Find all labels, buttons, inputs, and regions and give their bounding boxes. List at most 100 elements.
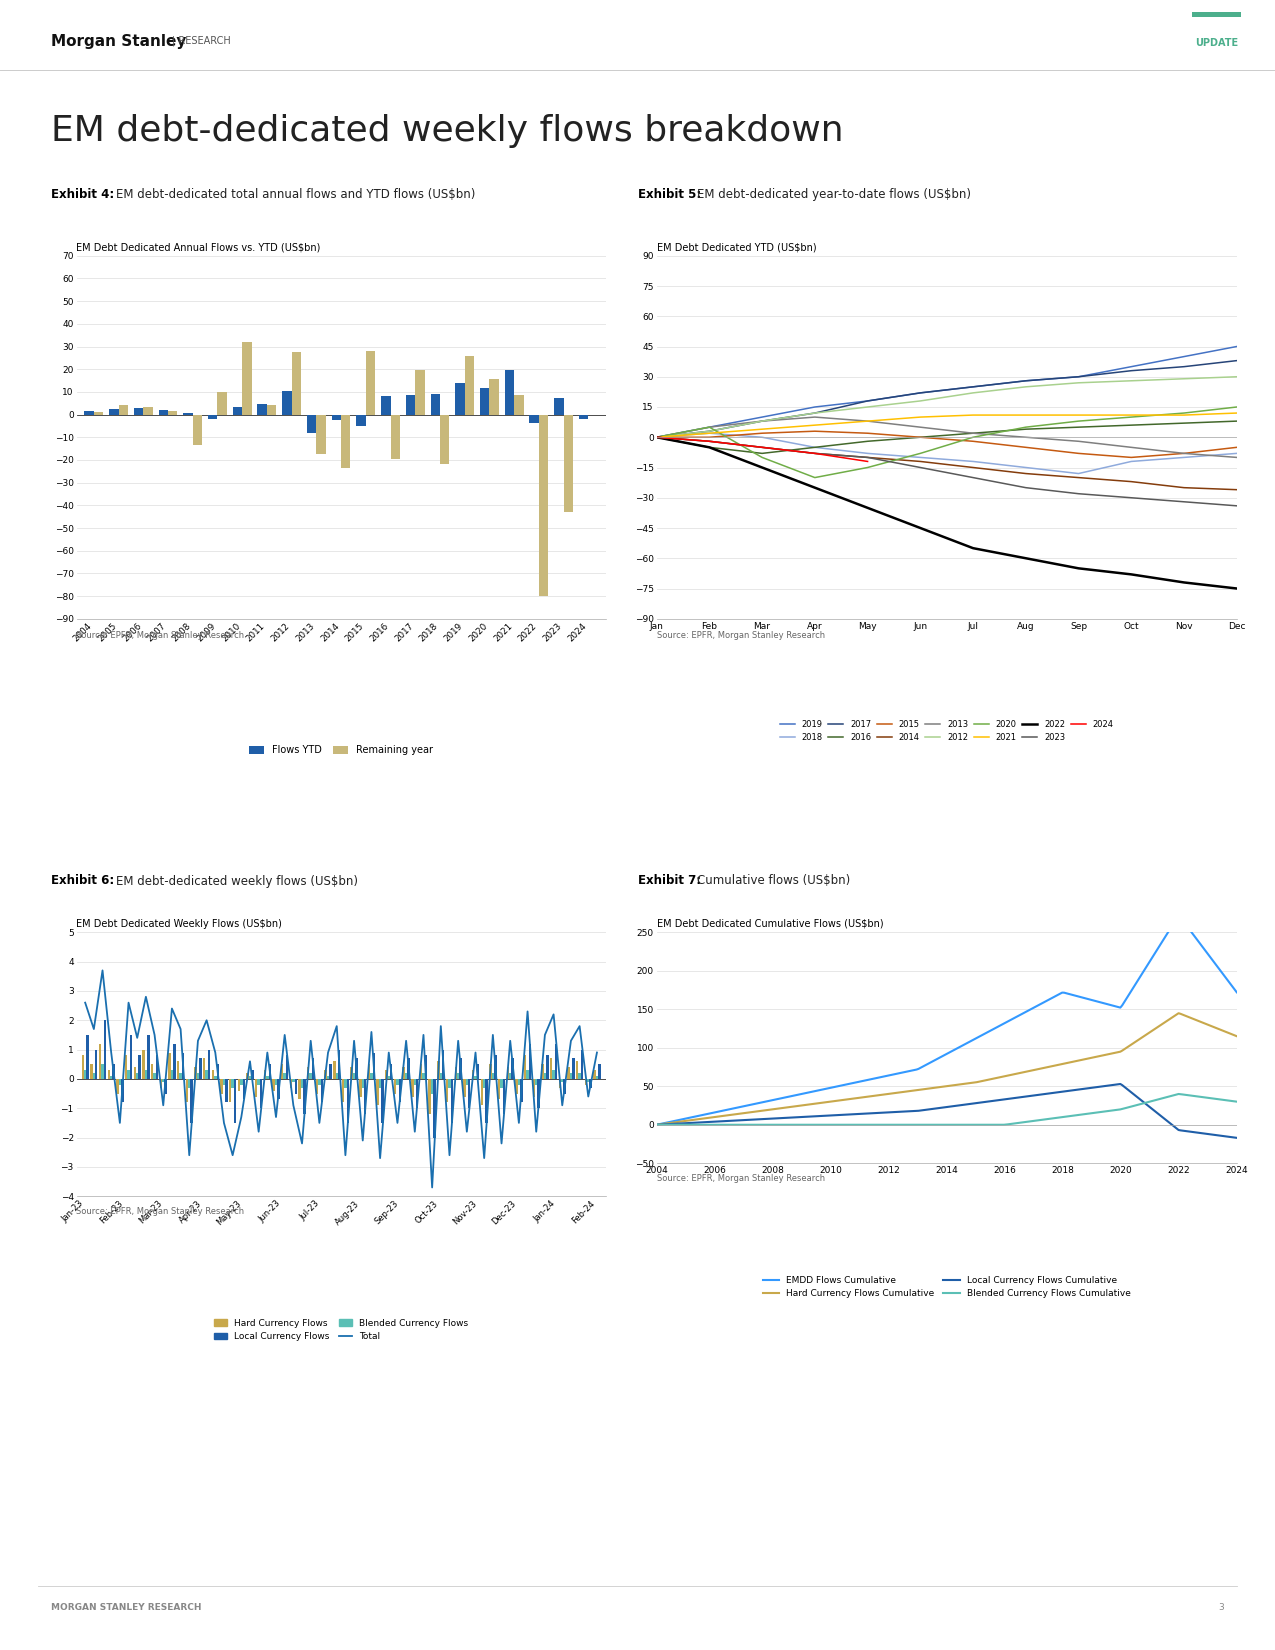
Bar [524,1056,527,1079]
Bar [413,1079,416,1084]
Legend: EMDD Flows Cumulative, Hard Currency Flows Cumulative, Local Currency Flows Cumu: EMDD Flows Cumulative, Hard Currency Flo… [759,1272,1135,1302]
Bar [119,406,128,414]
Bar [158,411,168,414]
Bar [505,370,514,414]
Bar [490,1064,492,1079]
Bar [425,1056,427,1079]
Bar [518,1079,520,1084]
Bar [159,1079,162,1087]
Bar [242,1079,245,1099]
Bar [153,1072,156,1079]
Bar [275,1079,277,1084]
Bar [342,1079,344,1102]
Bar [394,1079,397,1094]
Bar [218,393,227,414]
Bar [307,414,316,432]
Text: 3: 3 [1218,1604,1224,1612]
Bar [232,1079,233,1087]
Bar [312,1058,315,1079]
EMDD Flows Cumulative [652,1114,667,1134]
Bar [363,1079,366,1114]
Bar [399,1079,402,1102]
Bar [381,396,390,414]
Bar [376,1079,379,1106]
Bar [246,1072,249,1079]
Bar [110,1076,112,1079]
Hard Currency Flows Cumulative [992,1068,1007,1087]
Text: Exhibit 4:: Exhibit 4: [51,188,115,201]
Bar [440,1072,442,1079]
Bar [251,1071,254,1079]
Bar [490,380,499,414]
Bar [93,1072,96,1079]
Bar [353,1072,356,1079]
Bar [388,1076,390,1079]
Bar [342,414,351,469]
Bar [298,1079,301,1099]
Text: Source: EPFR, Morgan Stanley Research: Source: EPFR, Morgan Stanley Research [76,630,245,640]
Hard Currency Flows Cumulative [994,1068,1010,1087]
EMDD Flows Cumulative [1170,906,1186,926]
Bar [282,391,292,414]
Bar [542,1064,543,1079]
Bar [338,1049,340,1079]
Bar [511,1058,514,1079]
Bar [465,1079,468,1084]
Bar [208,414,218,419]
Blended Currency Flows Cumulative [1137,1092,1153,1112]
Bar [598,1064,601,1079]
Local Currency Flows Cumulative [652,1115,667,1135]
Bar [555,1044,557,1079]
Bar [419,1064,422,1079]
Bar [196,1072,199,1079]
Bar [121,1079,124,1102]
Bar [164,1079,167,1094]
Bar [139,1056,140,1079]
Bar [134,1068,136,1079]
Bar [99,1044,101,1079]
Bar [456,1072,459,1079]
Bar [472,1071,474,1079]
Text: Cumulative flows (US$bn): Cumulative flows (US$bn) [697,874,850,888]
Local Currency Flows Cumulative [994,1089,1010,1109]
Bar [506,1068,509,1079]
Blended Currency Flows Cumulative [1170,1084,1186,1104]
Bar [509,1072,511,1079]
Bar [237,1079,240,1091]
Bar [230,1079,232,1102]
Bar [529,1044,532,1079]
Bar [397,1079,399,1084]
Bar [168,1053,171,1079]
Bar [260,1079,263,1109]
Bar [440,414,449,465]
Bar [468,1079,470,1109]
Bar [381,1079,384,1124]
Bar [301,1079,303,1087]
Text: EM Debt Dedicated Annual Flows vs. YTD (US$bn): EM Debt Dedicated Annual Flows vs. YTD (… [76,243,321,252]
Bar [258,404,266,414]
Text: EM debt-dedicated weekly flows breakdown: EM debt-dedicated weekly flows breakdown [51,114,844,148]
Text: Source: EPFR, Morgan Stanley Research: Source: EPFR, Morgan Stanley Research [657,1173,825,1183]
Bar [233,1079,236,1124]
Bar [264,1071,266,1079]
Text: EM Debt Dedicated Weekly Flows (US$bn): EM Debt Dedicated Weekly Flows (US$bn) [76,919,282,929]
Bar [589,1079,592,1087]
Bar [454,1068,456,1079]
Bar [96,1049,97,1079]
Bar [156,1056,158,1079]
Text: EM debt-dedicated total annual flows and YTD flows (US$bn): EM debt-dedicated total annual flows and… [116,188,474,201]
Bar [223,1079,226,1084]
Bar [316,414,325,454]
Bar [411,1079,413,1097]
Bar [564,414,572,512]
Hard Currency Flows Cumulative [1137,1025,1153,1044]
Bar [134,408,143,414]
Bar [110,409,119,414]
Bar [450,1079,453,1124]
Blended Currency Flows Cumulative [994,1115,1010,1135]
Bar [567,1068,570,1079]
Bar [546,1056,548,1079]
Bar [320,1079,323,1102]
Text: | RESEARCH: | RESEARCH [172,36,231,46]
Bar [459,1058,462,1079]
